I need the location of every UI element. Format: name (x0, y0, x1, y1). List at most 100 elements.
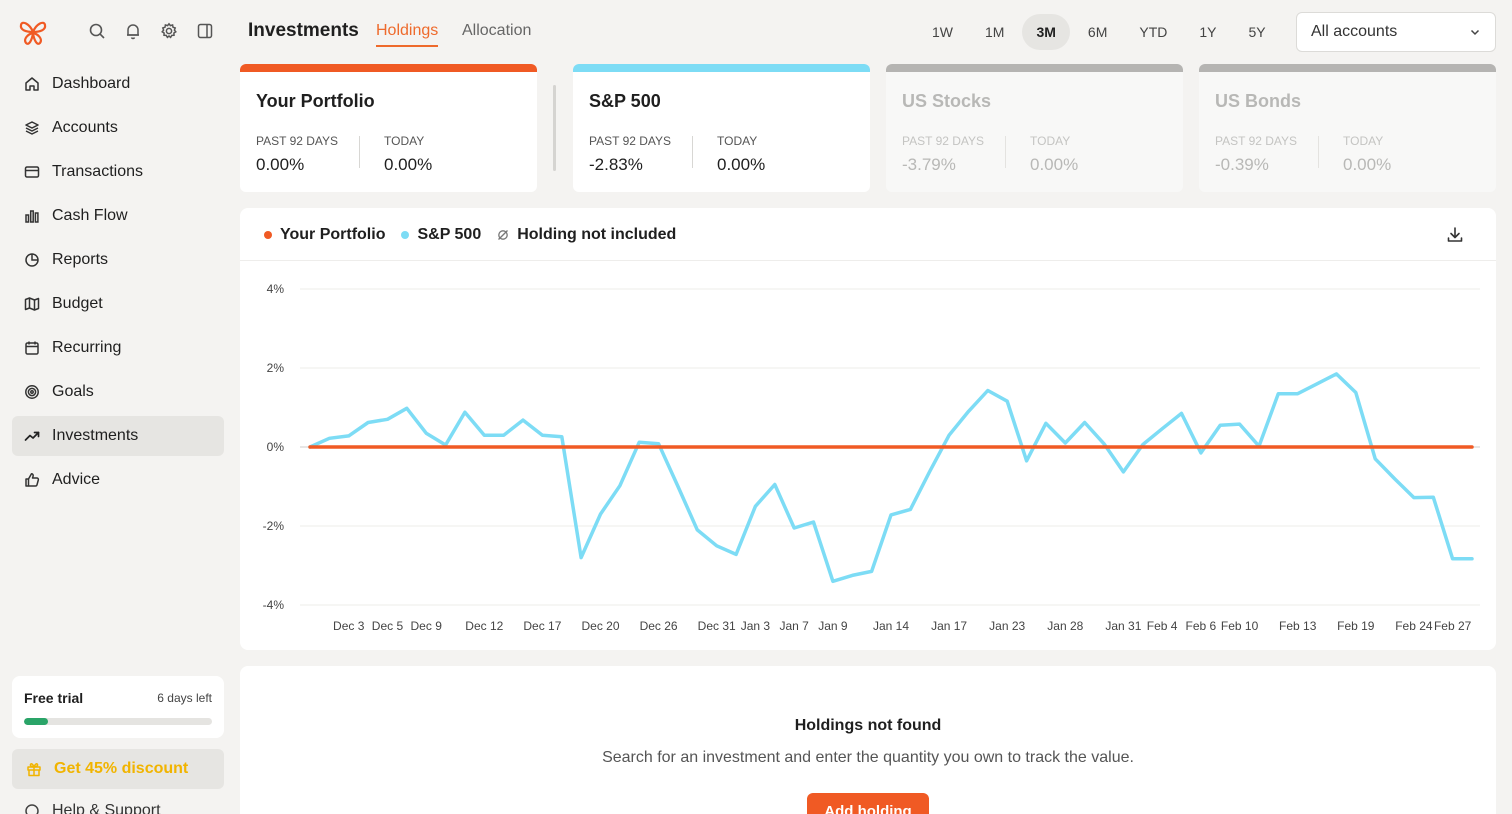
free-trial-card[interactable]: Free trial 6 days left (12, 676, 224, 738)
calendar-icon (25, 341, 39, 355)
x-tick-label: Feb 27 (1434, 619, 1472, 633)
x-tick-label: Dec 3 (333, 619, 365, 633)
range-1y[interactable]: 1Y (1199, 24, 1217, 40)
card-color-bar (1199, 64, 1496, 72)
legend-item-sp500[interactable]: S&P 500 (401, 226, 481, 244)
card-today-value: 0.00% (1030, 155, 1079, 174)
range-1m[interactable]: 1M (985, 24, 1005, 40)
performance-chart: 4% 2% 0% -2% -4% Dec 3 Dec 5 Dec 9 Dec 12 Dec 17 D… (263, 282, 1480, 633)
sidebar-item-investments[interactable]: Investments (12, 416, 224, 456)
download-icon[interactable] (1444, 224, 1466, 246)
card-past-label: PAST 92 DAYS (1215, 134, 1298, 148)
search-icon[interactable] (88, 22, 106, 40)
chart-legend: Your Portfolio S&P 500 Holding not inclu… (264, 226, 692, 244)
bell-icon[interactable] (124, 22, 142, 40)
account-select-value: All accounts (1311, 23, 1398, 40)
sidebar-item-reports[interactable]: Reports (12, 240, 224, 280)
discount-button[interactable]: Get 45% discount (12, 749, 224, 789)
sidebar-item-label: Accounts (52, 119, 118, 136)
add-holding-button[interactable]: Add holding (807, 793, 929, 814)
account-select[interactable]: All accounts (1296, 12, 1496, 52)
sidebar-item-label: Investments (52, 427, 139, 444)
x-tick-label: Jan 28 (1047, 619, 1083, 633)
time-range-selector: 1W 1M 3M 6M YTD 1Y 5Y (918, 14, 1284, 50)
card-divider (1005, 136, 1006, 168)
page-title: Investments (248, 20, 359, 41)
sidebar-item-label: Transactions (52, 163, 143, 180)
range-3m[interactable]: 3M (1022, 14, 1070, 50)
card-past-label: PAST 92 DAYS (256, 134, 339, 148)
card-past-value: -2.83% (589, 155, 643, 174)
card-color-bar (240, 64, 537, 72)
series-line-s-p-500 (308, 372, 1474, 584)
pie-chart-icon (25, 253, 39, 267)
x-tick-label: Dec 5 (372, 619, 404, 633)
gift-icon (27, 763, 41, 777)
x-tick-label: Dec 26 (640, 619, 678, 633)
sidebar-item-label: Dashboard (52, 75, 131, 92)
trending-up-icon (24, 431, 40, 441)
sidebar-item-budget[interactable]: Budget (12, 284, 224, 324)
x-tick-label: Jan 17 (931, 619, 967, 633)
benchmark-card-your-portfolio[interactable]: Your Portfolio PAST 92 DAYS 0.00% TODAY … (240, 64, 537, 192)
benchmark-card-us-bonds[interactable]: US Bonds PAST 92 DAYS -0.39% TODAY 0.00% (1199, 64, 1496, 192)
x-tick-label: Feb 13 (1279, 619, 1317, 633)
card-past-label: PAST 92 DAYS (589, 134, 672, 148)
home-icon (25, 77, 39, 91)
y-tick-label: 4% (267, 282, 285, 296)
x-tick-label: Jan 23 (989, 619, 1025, 633)
card-today-value: 0.00% (384, 155, 433, 174)
card-divider (359, 136, 360, 168)
x-tick-label: Dec 9 (411, 619, 443, 633)
range-6m[interactable]: 6M (1087, 24, 1108, 40)
card-title: US Bonds (1215, 91, 1302, 111)
credit-card-icon (24, 166, 40, 178)
layers-icon (25, 121, 39, 135)
tab-allocation[interactable]: Allocation (462, 22, 532, 39)
legend-item-holding-not-included: Holding not included (497, 226, 676, 244)
x-tick-label: Feb 10 (1221, 619, 1259, 633)
benchmark-card-us-stocks[interactable]: US Stocks PAST 92 DAYS -3.79% TODAY 0.00… (886, 64, 1183, 192)
y-tick-label: -4% (263, 598, 285, 612)
benchmark-card-sp500[interactable]: S&P 500 PAST 92 DAYS -2.83% TODAY 0.00% (573, 64, 870, 192)
sidebar-item-cash-flow[interactable]: Cash Flow (12, 196, 224, 236)
help-support-link[interactable]: Help & Support (24, 802, 161, 814)
gear-icon[interactable] (160, 22, 178, 40)
x-tick-label: Feb 19 (1337, 619, 1375, 633)
sidebar-item-recurring[interactable]: Recurring (12, 328, 224, 368)
performance-chart-panel: 4% 2% 0% -2% -4% Dec 3 Dec 5 Dec 9 Dec 12 Dec 17 D… (240, 208, 1496, 650)
card-past-label: PAST 92 DAYS (902, 134, 985, 148)
sidebar-item-accounts[interactable]: Accounts (12, 108, 224, 148)
card-today-value: 0.00% (717, 155, 766, 174)
chevron-down-icon (1470, 29, 1480, 36)
x-tick-label: Dec 12 (465, 619, 503, 633)
sidebar-item-advice[interactable]: Advice (12, 460, 224, 500)
x-tick-label: Dec 17 (523, 619, 561, 633)
range-5y[interactable]: 5Y (1248, 24, 1266, 40)
x-tick-label: Jan 31 (1105, 619, 1141, 633)
holdings-empty-panel: Holdings not found Search for an investm… (240, 666, 1496, 814)
card-today-label: TODAY (717, 134, 758, 148)
help-support-label: Help & Support (52, 802, 161, 814)
x-tick-label: Feb 6 (1186, 619, 1217, 633)
card-past-value: -0.39% (1215, 155, 1269, 174)
bar-chart-icon (25, 210, 39, 223)
app-logo-icon[interactable] (18, 18, 48, 48)
card-color-bar (886, 64, 1183, 72)
free-trial-progress-fill (24, 718, 49, 725)
range-ytd[interactable]: YTD (1139, 24, 1168, 40)
free-trial-progress-bar (24, 718, 212, 725)
legend-label: Your Portfolio (280, 226, 386, 243)
sidebar-item-transactions[interactable]: Transactions (12, 152, 224, 192)
legend-item-your-portfolio[interactable]: Your Portfolio (264, 226, 385, 244)
sidebar-toggle-icon[interactable] (196, 22, 214, 40)
tab-holdings[interactable]: Holdings (376, 22, 439, 47)
sidebar-item-label: Advice (52, 471, 101, 488)
sidebar-item-dashboard[interactable]: Dashboard (12, 64, 224, 104)
range-1w[interactable]: 1W (932, 24, 953, 40)
x-tick-label: Feb 24 (1395, 619, 1433, 633)
panel-divider (240, 260, 1496, 261)
x-tick-label: Jan 14 (873, 619, 909, 633)
x-tick-label: Dec 31 (698, 619, 736, 633)
sidebar-item-goals[interactable]: Goals (12, 372, 224, 412)
